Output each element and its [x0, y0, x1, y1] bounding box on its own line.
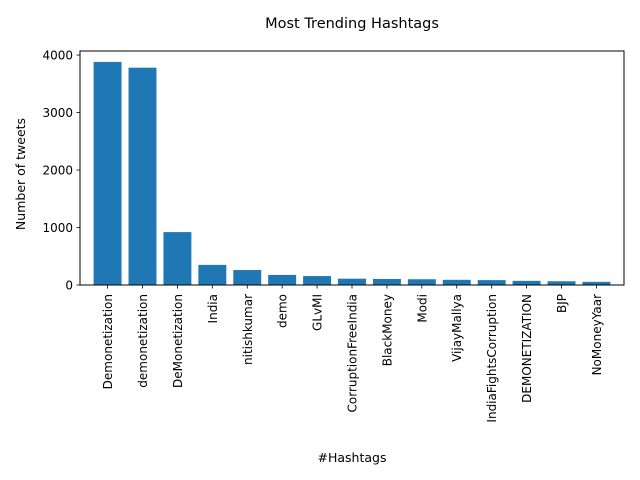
- x-tick-label: DEMONETIZATION: [520, 294, 534, 403]
- bar-IndiaFightsCorruption: [477, 280, 506, 285]
- x-tick-label: nitishkumar: [241, 294, 255, 365]
- bars-group: [93, 61, 611, 286]
- bar-GLvMI: [303, 276, 332, 285]
- bar-Modi: [407, 279, 436, 285]
- x-tick-label: NoMoneyYaar: [590, 294, 604, 375]
- plot-frame: [79, 50, 625, 286]
- x-tick-label: BJP: [555, 294, 569, 313]
- bar-NoMoneyYaar: [582, 281, 611, 285]
- x-tick-label: VijayMallya: [450, 294, 464, 362]
- bar-BJP: [547, 281, 576, 285]
- bar-BlackMoney: [372, 278, 401, 285]
- chart-title: Most Trending Hashtags: [265, 16, 439, 32]
- y-tick-label: 3000: [42, 106, 73, 120]
- y-tick-label: 1000: [42, 221, 73, 235]
- bar-CorruptionFreeIndia: [338, 278, 366, 285]
- y-tick-label: 0: [65, 279, 73, 293]
- y-axis: 0 1000 2000 3000 4000: [42, 49, 80, 293]
- x-axis-label: #Hashtags: [318, 450, 387, 465]
- bar-nitishkumar: [233, 270, 262, 285]
- y-tick-label: 4000: [42, 49, 73, 63]
- y-axis-label: Number of tweets: [13, 118, 28, 230]
- bar-Demonetization: [93, 61, 122, 286]
- x-tick-label: demonetization: [136, 294, 150, 388]
- bar-India: [198, 264, 227, 285]
- x-tick-label: DeMonetization: [171, 294, 185, 388]
- x-tick-label: IndiaFightsCorruption: [485, 294, 499, 423]
- bar-demo: [268, 274, 297, 285]
- bar-VijayMallya: [442, 279, 471, 285]
- x-tick-label: CorruptionFreeIndia: [346, 294, 360, 413]
- x-tick-label: Modi: [415, 294, 429, 323]
- x-axis: Demonetization demonetization DeMonetizati…: [101, 285, 604, 423]
- y-tick-label: 2000: [42, 164, 73, 178]
- bar-DEMONETIZATION: [512, 280, 541, 285]
- x-tick-label: India: [206, 294, 220, 323]
- x-tick-label: Demonetization: [101, 294, 115, 389]
- x-tick-label: demo: [276, 294, 290, 328]
- x-tick-label: GLvMI: [311, 294, 325, 331]
- x-tick-label: BlackMoney: [380, 294, 394, 366]
- bar-demonetization: [128, 67, 157, 285]
- bar-DeMonetization: [163, 232, 192, 285]
